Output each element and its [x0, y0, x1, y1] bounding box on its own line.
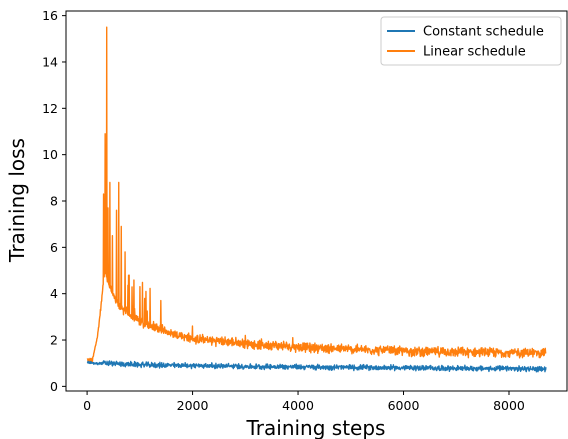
y-tick-label: 10 [42, 147, 58, 162]
y-tick-label: 12 [42, 101, 58, 116]
x-tick-label: 6000 [388, 398, 420, 413]
y-tick-label: 6 [50, 240, 58, 255]
y-tick-label: 8 [50, 194, 58, 209]
y-tick-label: 2 [50, 333, 58, 348]
y-tick-label: 4 [50, 286, 58, 301]
series-line-linear [86, 26, 547, 363]
y-axis-label: Training loss [5, 138, 29, 263]
legend-box [380, 16, 562, 66]
legend-label: Constant schedule [423, 25, 544, 40]
x-tick-label: 2000 [177, 398, 209, 413]
y-tick-label: 14 [42, 54, 58, 69]
y-tick-label: 16 [42, 8, 58, 23]
series-line-constant [86, 360, 547, 373]
x-axis-label: Training steps [246, 416, 386, 439]
x-tick-label: 0 [83, 398, 91, 413]
series-layer [86, 26, 547, 373]
legend: Constant schedule Linear schedule [380, 16, 562, 66]
axes-layer: 0 2000 4000 6000 8000 0 2 4 6 8 10 12 14 16 [42, 8, 568, 413]
x-tick-label: 8000 [493, 398, 525, 413]
x-tick-label: 4000 [282, 398, 314, 413]
y-tick-label: 0 [50, 379, 58, 394]
legend-label: Linear schedule [423, 45, 526, 60]
